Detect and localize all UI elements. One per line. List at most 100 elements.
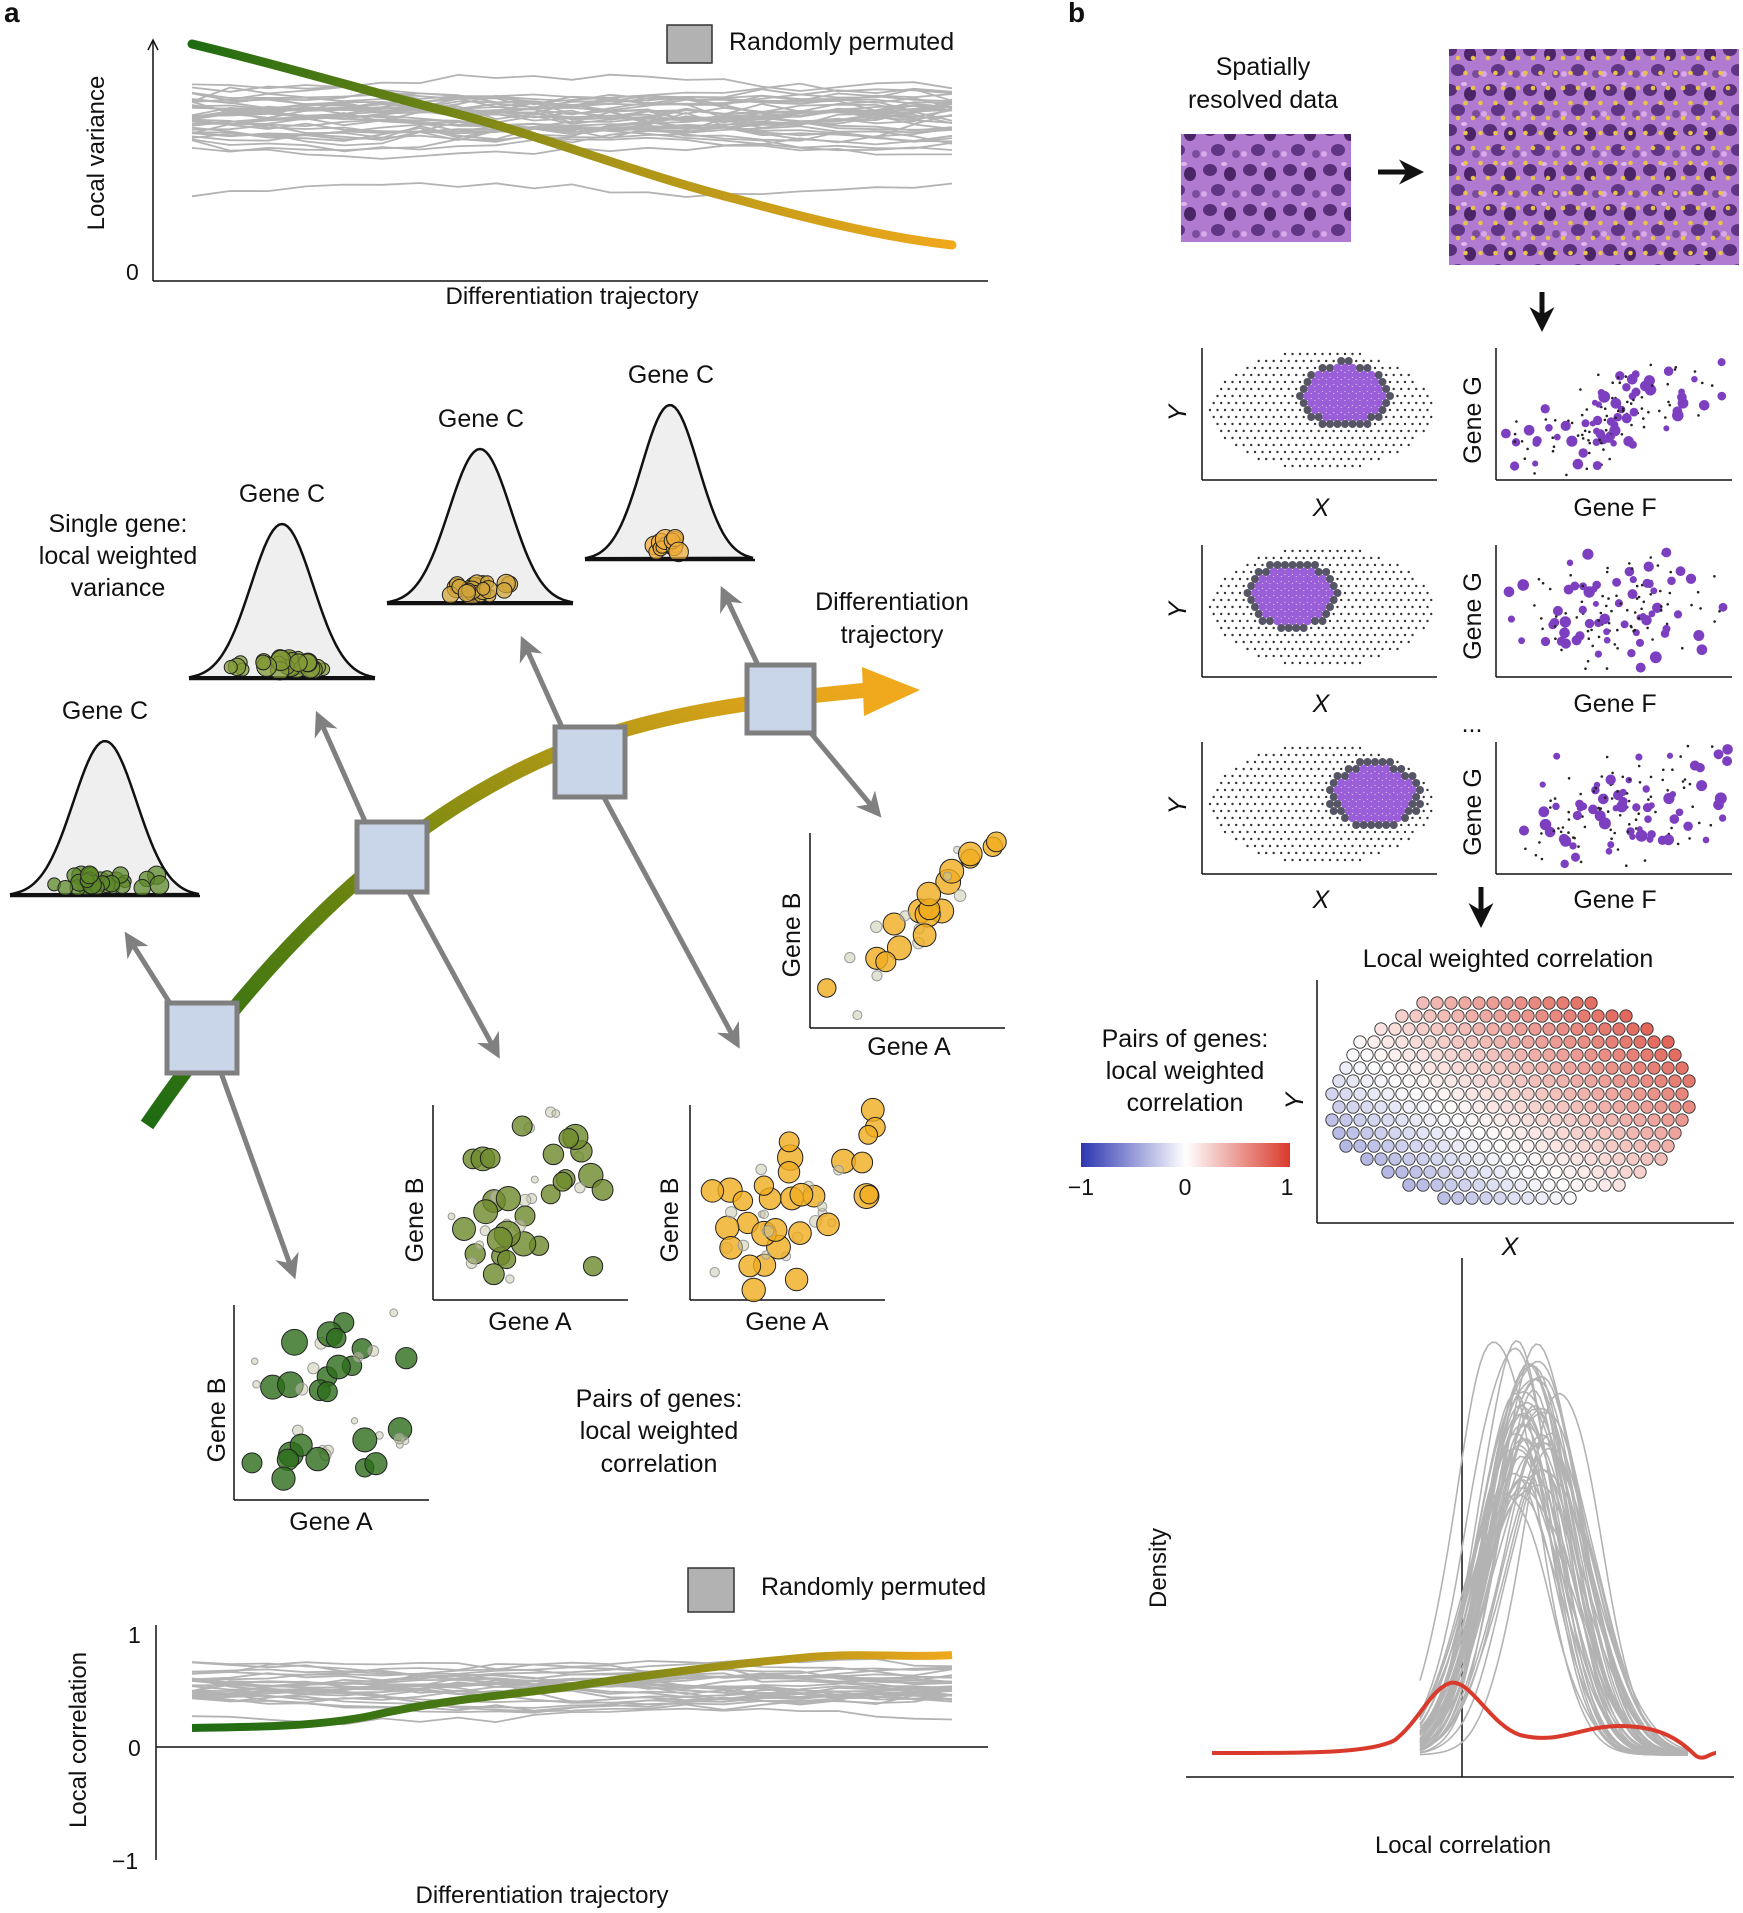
gene-fg-point <box>1649 795 1653 799</box>
background-spot <box>1325 809 1328 813</box>
tissue-spot <box>1545 85 1551 91</box>
correlation-spot <box>1605 1113 1619 1127</box>
gene-fg-point <box>1520 440 1524 443</box>
gene-fg-point <box>1560 420 1571 431</box>
background-spot <box>1415 598 1418 602</box>
background-spot <box>1313 647 1317 651</box>
correlation-spot <box>1514 1152 1528 1166</box>
background-spot <box>1272 415 1275 419</box>
correlation-spot <box>1605 1061 1619 1075</box>
correlation-spot <box>1563 1191 1577 1205</box>
expressing-spot <box>1359 764 1368 774</box>
gene-fg-point <box>1567 818 1571 821</box>
gene-fg-point <box>1537 577 1541 581</box>
correlation-spot <box>1479 1009 1493 1023</box>
background-spot <box>1347 851 1350 855</box>
tissue-spot <box>1680 115 1686 121</box>
background-spot <box>1257 809 1260 813</box>
map3-xlabel: X <box>1312 886 1331 914</box>
fg3-ylabel: Gene G <box>1459 768 1487 856</box>
correlation-spot <box>1472 1074 1486 1088</box>
expressing-spot <box>1382 806 1391 816</box>
background-spot <box>1336 577 1339 581</box>
background-spot <box>1377 640 1380 644</box>
background-spot <box>1302 823 1305 827</box>
tissue-spot <box>1590 115 1596 121</box>
expressing-spot <box>1273 574 1282 584</box>
correlation-spot <box>1563 1087 1577 1101</box>
tissue-spot <box>1688 250 1693 256</box>
null-line <box>191 1687 953 1706</box>
gene-fg-point <box>1678 388 1685 396</box>
scatter-point <box>326 1354 351 1380</box>
background-spot <box>1298 858 1302 862</box>
correlation-spot <box>1661 1139 1675 1153</box>
boundary-spot <box>1281 561 1289 569</box>
expressing-spot <box>1344 398 1353 408</box>
correlation-spot <box>1458 1074 1472 1088</box>
tissue-spot <box>1508 160 1513 166</box>
background-spot <box>1328 774 1332 778</box>
correlation-spot <box>1374 1152 1388 1166</box>
correlation-spot <box>1598 1100 1612 1114</box>
background-spot <box>1362 851 1365 855</box>
background-spot <box>1415 584 1418 588</box>
background-spot <box>1325 654 1328 658</box>
gene-fg-point <box>1553 752 1561 760</box>
gene-fg-point <box>1560 648 1563 652</box>
correlation-spot <box>1535 1165 1549 1179</box>
expressing-spot <box>1280 574 1290 584</box>
correlation-spot <box>1549 1087 1563 1101</box>
background-spot <box>1272 373 1275 377</box>
background-spot <box>1422 626 1425 630</box>
boundary-spot <box>1363 758 1372 766</box>
correlation-spot <box>1542 1048 1556 1062</box>
gene-fg-point <box>1614 599 1623 608</box>
correlation-spot <box>1430 1178 1444 1192</box>
background-spot <box>1313 774 1317 778</box>
background-spot <box>1268 788 1272 792</box>
scatter-point <box>816 1212 840 1237</box>
background-spot <box>1246 774 1249 778</box>
background-spot <box>1253 816 1257 820</box>
background-spot <box>1235 598 1238 602</box>
background-spot <box>1392 415 1395 419</box>
background-spot <box>1313 746 1317 750</box>
background-spot <box>1306 549 1309 553</box>
background-spot <box>1313 352 1317 356</box>
background-spot <box>1358 464 1362 468</box>
background-spot <box>1336 436 1339 440</box>
correlation-spot <box>1339 1113 1353 1127</box>
tissue-spot <box>1485 55 1491 61</box>
background-spot <box>1388 380 1392 384</box>
boundary-spot <box>1296 392 1304 400</box>
background-spot <box>1351 591 1354 595</box>
correlation-spot <box>1591 1087 1605 1101</box>
gene-fg-point <box>1588 451 1591 455</box>
correlation-spot <box>1528 1152 1542 1166</box>
background-spot <box>1321 563 1324 567</box>
gene-fg-point <box>1624 375 1628 378</box>
background-spot <box>1328 746 1332 750</box>
background-spot <box>1377 598 1380 602</box>
background-spot <box>1250 767 1253 771</box>
correlation-spot <box>1633 1139 1647 1153</box>
correlation-spot <box>1374 1022 1388 1036</box>
boundary-spot <box>1356 420 1364 428</box>
background-spot <box>1283 436 1287 440</box>
background-spot <box>1317 781 1320 785</box>
gene-fg-point <box>1628 440 1637 449</box>
boundary-spot <box>1262 568 1271 576</box>
gene-fg-point <box>1681 646 1684 650</box>
background-spot <box>1302 415 1305 419</box>
gene-fg-point <box>1630 625 1633 629</box>
background-spot <box>1216 816 1219 820</box>
null-line <box>191 1680 953 1703</box>
background-spot <box>1403 577 1407 581</box>
background-spot <box>1246 563 1249 567</box>
scatter-point <box>271 1466 296 1491</box>
spatial-maps <box>1201 348 1733 875</box>
background-spot <box>1265 837 1268 841</box>
background-spot <box>1411 380 1414 384</box>
background-spot <box>1321 788 1324 792</box>
